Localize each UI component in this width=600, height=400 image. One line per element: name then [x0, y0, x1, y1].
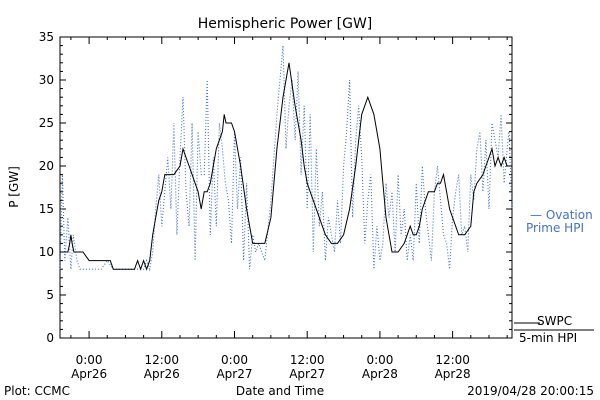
- x-tick-label-date: Apr28: [362, 367, 398, 381]
- x-tick-label-time: 12:00: [144, 353, 179, 367]
- series-lines: [59, 45, 513, 272]
- x-axis-ticks: 0:00Apr2612:00Apr260:00Apr2712:00Apr270:…: [70, 37, 508, 381]
- legend-ovation-line1: — Ovation: [530, 208, 593, 222]
- y-tick-label: 30: [39, 73, 54, 87]
- y-axis-label: P [GW]: [7, 166, 21, 208]
- y-tick-label: 10: [39, 245, 54, 259]
- y-tick-label: 20: [39, 159, 54, 173]
- series-line-ovation-prime: [59, 45, 513, 272]
- plot-credit: Plot: CCMC: [4, 384, 70, 398]
- y-tick-label: 5: [46, 288, 54, 302]
- x-tick-label-date: Apr27: [216, 367, 252, 381]
- x-tick-label-date: Apr26: [71, 367, 107, 381]
- chart-title: Hemispheric Power [GW]: [198, 16, 373, 32]
- x-tick-label-time: 12:00: [290, 353, 325, 367]
- x-tick-label-time: 12:00: [435, 353, 470, 367]
- legend-ovation-line2: Prime HPI: [526, 221, 584, 235]
- x-tick-label-time: 0:00: [366, 353, 393, 367]
- x-tick-label-date: Apr28: [435, 367, 471, 381]
- y-tick-label: 35: [39, 30, 54, 44]
- y-tick-label: 15: [39, 202, 54, 216]
- legend-swpc-line1: SWPC: [537, 314, 572, 328]
- series-line-swpc: [60, 62, 508, 271]
- legend-swpc-line2: 5-min HPI: [519, 331, 577, 345]
- x-tick-label-date: Apr27: [289, 367, 325, 381]
- y-axis-ticks: 0 5 10 15 20 25 30 35: [39, 30, 512, 345]
- x-axis-label: Date and Time: [236, 384, 324, 398]
- plot-timestamp: 2019/04/28 20:00:15: [467, 384, 594, 398]
- x-tick-label-time: 0:00: [76, 353, 103, 367]
- x-tick-label-date: Apr26: [144, 367, 180, 381]
- x-tick-label-time: 0:00: [221, 353, 248, 367]
- plot-frame: [59, 36, 513, 339]
- y-tick-label: 0: [46, 331, 54, 345]
- y-tick-label: 25: [39, 116, 54, 130]
